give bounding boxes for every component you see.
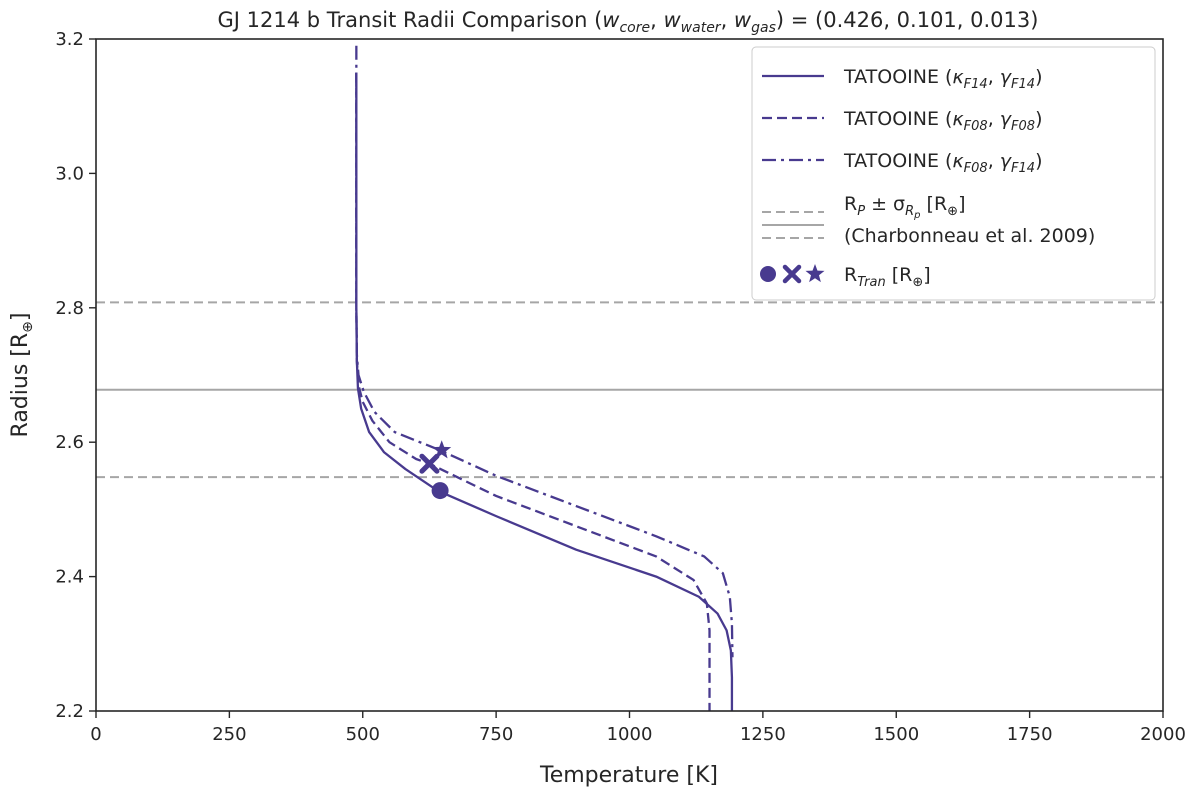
series-lines: [355, 45, 734, 711]
x-tick-label: 1000: [607, 724, 653, 745]
legend-label-reference-line2: (Charbonneau et al. 2009): [844, 225, 1095, 247]
x-tick-label: 250: [212, 724, 246, 745]
series-line-1: [355, 72, 734, 711]
legend-entry-reference: RP ± σRp [R⊕] (Charbonneau et al. 2009): [762, 193, 1095, 247]
legend-label-reference-line1: RP ± σRp [R⊕]: [844, 193, 965, 221]
y-axis-ticks: 2.2 2.4 2.6 2.8 3.0 3.2: [55, 29, 96, 722]
legend-entry-series-1: TATOOINE (κF14, γF14): [762, 66, 1042, 92]
x-tick-label: 1750: [1007, 724, 1053, 745]
y-tick-label: 2.4: [55, 567, 84, 588]
legend-label-markers: RTran [R⊕]: [844, 264, 931, 290]
x-tick-label: 2000: [1140, 724, 1186, 745]
legend-entry-markers: RTran [R⊕]: [760, 264, 931, 290]
legend: TATOOINE (κF14, γF14) TATOOINE (κF08, γF…: [751, 46, 1156, 301]
x-tick-label: 1250: [740, 724, 786, 745]
x-tick-label: 750: [479, 724, 513, 745]
chart-title: GJ 1214 b Transit Radii Comparison (wcor…: [218, 8, 1039, 36]
series-line-3: [355, 45, 734, 658]
legend-label-series-3: TATOOINE (κF08, γF14): [843, 150, 1042, 176]
y-axis-label-end: ]: [8, 313, 33, 322]
y-tick-label: 3.2: [55, 29, 84, 50]
y-axis-label-main: Radius [R: [8, 333, 33, 438]
legend-entry-series-2: TATOOINE (κF08, γF08): [762, 108, 1042, 134]
legend-label-series-2: TATOOINE (κF08, γF08): [843, 108, 1042, 134]
transit-marker-star: [432, 440, 452, 459]
transit-marker-x: [419, 453, 440, 474]
y-tick-label: 3.0: [55, 163, 84, 184]
y-tick-label: 2.8: [55, 298, 84, 319]
title-w-water: w: [663, 8, 681, 32]
legend-marker-x: [782, 264, 802, 284]
legend-label-series-1: TATOOINE (κF14, γF14): [843, 66, 1042, 92]
legend-marker-star: [805, 264, 825, 283]
title-w-core: w: [602, 8, 620, 32]
x-tick-label: 500: [346, 724, 380, 745]
title-sub-water: water: [681, 20, 722, 36]
y-tick-label: 2.6: [55, 432, 84, 453]
title-sub-core: core: [619, 20, 650, 36]
reference-lines: [96, 301, 1163, 479]
title-w-gas: w: [734, 8, 752, 32]
legend-box: [751, 46, 1156, 301]
y-axis-label: Radius [R⊕]: [8, 313, 36, 438]
title-suffix: ) = (0.426, 0.101, 0.013): [776, 8, 1039, 32]
y-tick-label: 2.2: [55, 701, 84, 722]
x-axis-ticks: 0 250 500 750 1000 1250 1500 1750 2000: [90, 711, 1186, 745]
legend-marker-circle: [760, 266, 776, 282]
title-prefix: GJ 1214 b Transit Radii Comparison (: [218, 8, 603, 32]
title-sub-gas: gas: [751, 20, 776, 36]
x-tick-label: 1500: [873, 724, 919, 745]
x-tick-label: 0: [90, 724, 101, 745]
transit-marker-circle: [431, 482, 449, 500]
x-axis-label: Temperature [K]: [539, 763, 718, 788]
y-axis-label-earth-symbol: ⊕: [20, 321, 36, 333]
transit-markers: [419, 440, 452, 500]
legend-entry-series-3: TATOOINE (κF08, γF14): [762, 150, 1042, 176]
